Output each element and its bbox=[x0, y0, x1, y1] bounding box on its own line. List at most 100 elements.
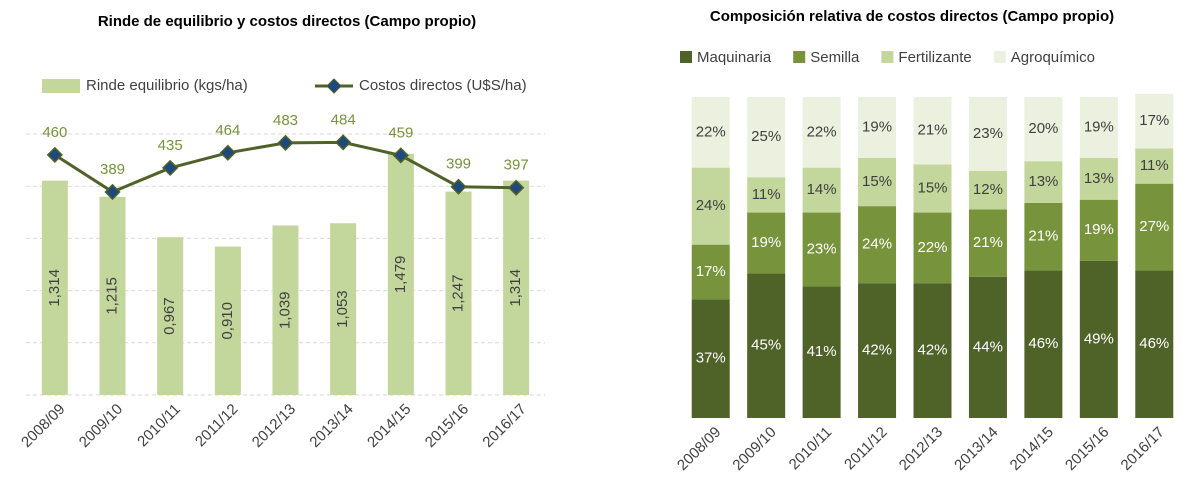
bar-segment bbox=[1079, 260, 1118, 418]
x-tick-label: 2013/14 bbox=[306, 401, 356, 451]
segment-value-label: 23% bbox=[973, 125, 1003, 142]
bar-segment bbox=[913, 212, 952, 284]
legend-label: Maquinaria bbox=[697, 49, 772, 66]
segment-value-label: 27% bbox=[1139, 218, 1169, 235]
segment-value-label: 49% bbox=[1084, 330, 1114, 347]
bar bbox=[387, 153, 414, 395]
bar-segment bbox=[1024, 270, 1063, 418]
x-tick-label: 2012/13 bbox=[249, 401, 299, 451]
segment-value-label: 22% bbox=[696, 123, 726, 140]
segment-value-label: 37% bbox=[696, 350, 726, 367]
segment-value-label: 17% bbox=[696, 263, 726, 280]
bar bbox=[330, 223, 357, 395]
legend-label: Agroquímico bbox=[1011, 49, 1095, 66]
bar-segment bbox=[1024, 161, 1063, 203]
bar-segment bbox=[747, 273, 786, 418]
bar-segment bbox=[1079, 157, 1118, 200]
line-marker bbox=[277, 134, 294, 152]
x-tick-label: 2016/17 bbox=[479, 401, 529, 451]
bar-segment bbox=[858, 206, 897, 284]
line-marker bbox=[219, 144, 236, 161]
segment-value-label: 11% bbox=[752, 186, 781, 203]
point-value-label: 484 bbox=[331, 111, 356, 128]
segment-value-label: 13% bbox=[1084, 170, 1114, 187]
x-tick-label: 2012/13 bbox=[896, 424, 946, 474]
x-tick-label: 2008/09 bbox=[674, 424, 724, 474]
bar bbox=[99, 196, 126, 395]
legend-swatch bbox=[42, 79, 80, 93]
line-marker bbox=[104, 183, 121, 201]
bar-segment bbox=[858, 157, 897, 207]
bar-segment bbox=[1079, 199, 1118, 261]
segment-value-label: 22% bbox=[807, 123, 837, 140]
bar-segment bbox=[802, 212, 841, 287]
segment-value-label: 15% bbox=[917, 179, 947, 196]
segment-value-label: 12% bbox=[973, 181, 1003, 198]
bar-segment bbox=[691, 244, 730, 300]
segment-value-label: 17% bbox=[1139, 112, 1169, 129]
bar bbox=[214, 246, 241, 395]
segment-value-label: 22% bbox=[917, 239, 947, 256]
x-tick-label: 2009/10 bbox=[729, 424, 779, 474]
bar-segment bbox=[1024, 202, 1063, 271]
bar bbox=[157, 237, 184, 395]
legend-label: Rinde equilibrio (kgs/ha) bbox=[86, 77, 248, 94]
line-marker bbox=[392, 147, 409, 164]
x-tick-label: 2014/15 bbox=[1007, 424, 1057, 474]
segment-value-label: 24% bbox=[696, 197, 726, 214]
bar-value-label: 1,053 bbox=[334, 290, 351, 328]
segment-value-label: 11% bbox=[1140, 157, 1169, 174]
bar-segment bbox=[968, 276, 1007, 418]
bar bbox=[41, 180, 68, 395]
legend-swatch bbox=[881, 51, 894, 63]
bar-segment bbox=[691, 299, 730, 418]
bar-segment bbox=[747, 97, 786, 178]
x-tick-label: 2014/15 bbox=[364, 401, 414, 451]
segment-value-label: 21% bbox=[973, 234, 1003, 251]
line-marker bbox=[508, 179, 525, 196]
bar-value-label: 0,910 bbox=[219, 302, 236, 340]
segment-value-label: 41% bbox=[807, 343, 837, 360]
bar-segment bbox=[1135, 93, 1174, 149]
segment-value-label: 46% bbox=[1139, 335, 1169, 352]
chart-title: Composición relativa de costos directos … bbox=[710, 8, 1114, 25]
bar-segment bbox=[858, 283, 897, 418]
legend-label: Costos directos (U$S/ha) bbox=[359, 77, 527, 94]
legend-swatch bbox=[680, 51, 692, 63]
bar-segment bbox=[1135, 148, 1174, 184]
segment-value-label: 14% bbox=[807, 181, 837, 198]
point-value-label: 389 bbox=[100, 161, 125, 178]
point-value-label: 435 bbox=[158, 137, 183, 154]
bar-segment bbox=[968, 209, 1007, 277]
point-value-label: 397 bbox=[504, 157, 529, 174]
segment-value-label: 20% bbox=[1028, 120, 1058, 137]
line-marker bbox=[450, 178, 467, 195]
segment-value-label: 19% bbox=[862, 118, 892, 135]
point-value-label: 464 bbox=[215, 122, 240, 139]
legend-marker bbox=[326, 78, 342, 94]
segment-value-label: 25% bbox=[751, 128, 781, 145]
x-tick-label: 2016/17 bbox=[1118, 424, 1168, 474]
bar-value-label: 1,039 bbox=[276, 291, 293, 329]
point-value-label: 399 bbox=[446, 156, 471, 173]
segment-value-label: 24% bbox=[862, 236, 892, 253]
segment-value-label: 23% bbox=[807, 240, 837, 257]
x-tick-label: 2010/11 bbox=[786, 424, 836, 474]
segment-value-label: 19% bbox=[751, 234, 781, 251]
segment-value-label: 21% bbox=[1028, 228, 1058, 245]
point-value-label: 483 bbox=[273, 112, 298, 129]
segment-value-label: 21% bbox=[917, 122, 947, 139]
bar-segment bbox=[968, 97, 1007, 171]
bar-segment bbox=[1135, 270, 1174, 418]
bar-value-label: 0,967 bbox=[161, 297, 178, 335]
bar-segment bbox=[913, 283, 952, 418]
bar-segment bbox=[802, 286, 841, 418]
bar-segment bbox=[968, 170, 1007, 210]
bar bbox=[503, 180, 530, 395]
x-tick-label: 2013/14 bbox=[951, 424, 1001, 474]
bar-value-label: 1,479 bbox=[392, 256, 409, 294]
segment-value-label: 44% bbox=[973, 338, 1003, 355]
bar bbox=[272, 225, 299, 395]
